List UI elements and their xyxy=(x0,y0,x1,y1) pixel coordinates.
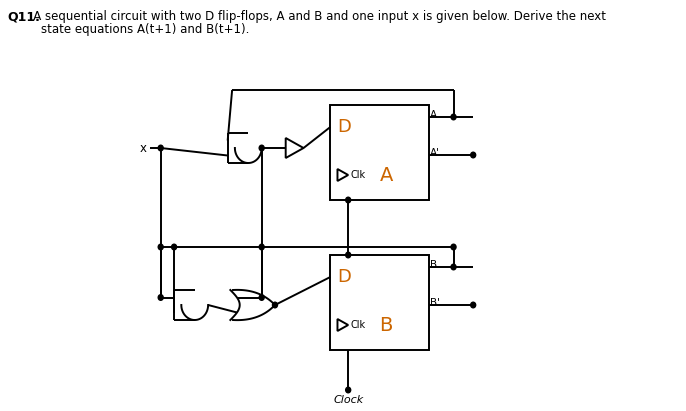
Text: state equations A(t+1) and B(t+1).: state equations A(t+1) and B(t+1). xyxy=(41,23,250,36)
Text: A sequential circuit with two D flip-flops, A and B and one input x is given bel: A sequential circuit with two D flip-flo… xyxy=(7,10,606,23)
Circle shape xyxy=(471,302,475,308)
Bar xyxy=(331,105,429,200)
Text: B: B xyxy=(430,260,438,270)
Text: x: x xyxy=(139,141,146,155)
Text: D: D xyxy=(338,118,351,136)
Circle shape xyxy=(451,244,456,250)
Text: B': B' xyxy=(430,298,440,308)
Text: Clk: Clk xyxy=(351,320,366,330)
Polygon shape xyxy=(285,138,303,158)
Circle shape xyxy=(346,252,351,258)
Text: A: A xyxy=(379,166,393,185)
Circle shape xyxy=(259,295,264,300)
Circle shape xyxy=(259,244,264,250)
Text: Clk: Clk xyxy=(351,170,366,180)
Circle shape xyxy=(158,295,163,300)
Circle shape xyxy=(158,244,163,250)
Polygon shape xyxy=(338,319,348,331)
Circle shape xyxy=(471,152,475,158)
Text: A: A xyxy=(430,110,438,120)
Polygon shape xyxy=(338,169,348,181)
Bar xyxy=(331,255,429,350)
Circle shape xyxy=(451,114,456,120)
Circle shape xyxy=(259,145,264,151)
Circle shape xyxy=(172,244,176,250)
Text: Q11.: Q11. xyxy=(7,10,40,23)
Circle shape xyxy=(272,302,277,308)
Text: D: D xyxy=(338,268,351,286)
Circle shape xyxy=(158,145,163,151)
Text: A': A' xyxy=(430,148,440,158)
Circle shape xyxy=(451,264,456,270)
Circle shape xyxy=(346,197,351,203)
Text: Clock: Clock xyxy=(333,395,364,405)
Circle shape xyxy=(346,387,351,393)
Text: B: B xyxy=(379,316,393,335)
